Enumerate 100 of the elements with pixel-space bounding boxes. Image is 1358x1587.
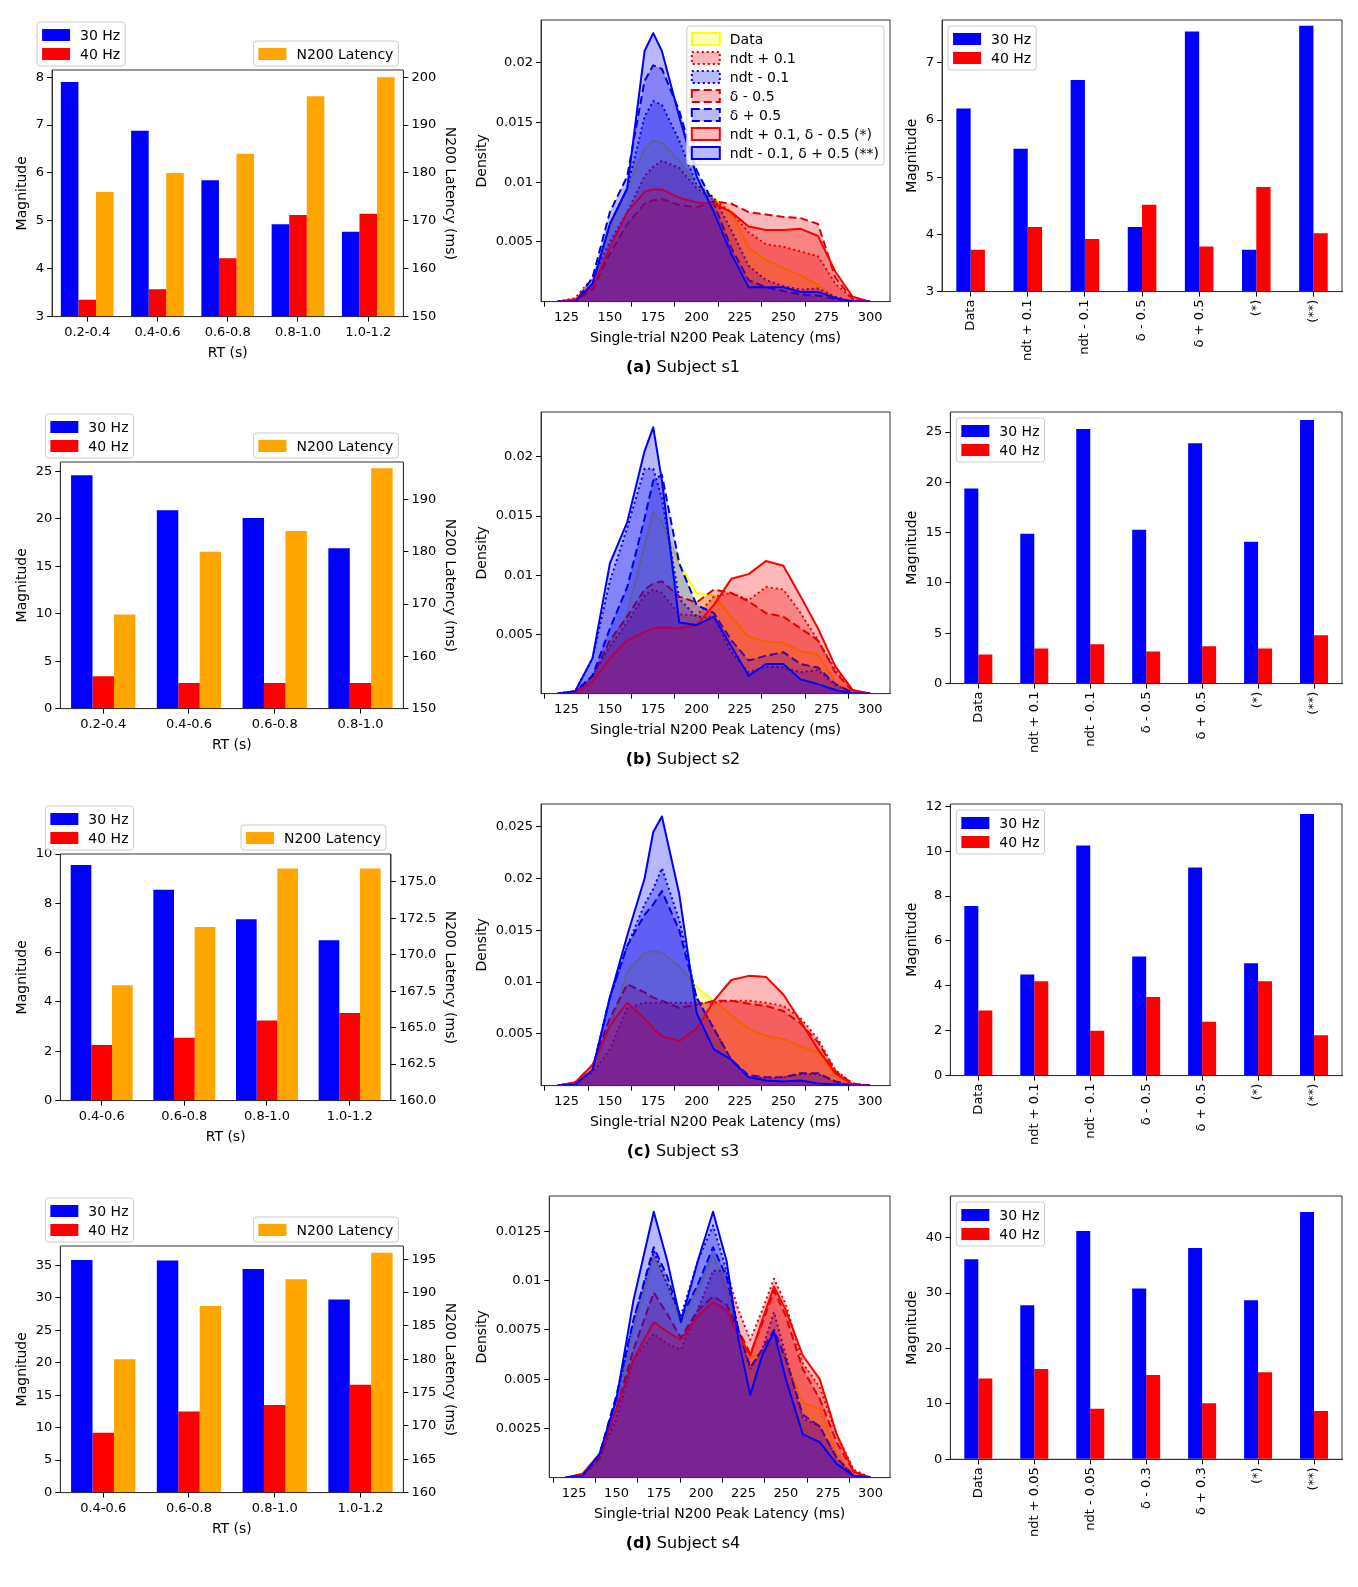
y-tick-label: 6: [35, 164, 45, 180]
y2-tick-label: 185: [411, 1317, 437, 1333]
bar: [1020, 974, 1035, 1076]
y-tick-label: 0.005: [495, 625, 534, 641]
y-axis-title: Magnitude: [903, 902, 920, 977]
y-axis-title: Density: [473, 526, 490, 580]
legend-label: ndt + 0.1, δ - 0.5 (*): [729, 125, 872, 142]
x-tick-label: (**): [1304, 299, 1320, 323]
legend-label: 40 Hz: [88, 829, 129, 846]
y-tick-label: 0.01: [504, 173, 534, 189]
y2-tick-label: 180: [411, 1350, 437, 1366]
x-axis-title: Single-trial N200 Peak Latency (ms): [594, 1505, 846, 1522]
y-tick-label: 0: [934, 1450, 943, 1466]
bar: [1090, 1408, 1105, 1459]
y-tick-label: 12: [925, 797, 943, 813]
y2-axis-title: N200 Latency (ms): [442, 1302, 459, 1436]
x-tick-label: 225: [727, 308, 753, 324]
y2-tick-label: 175.0: [398, 873, 437, 889]
y-axis-title: Magnitude: [13, 940, 30, 1015]
x-tick-label: 300: [858, 1484, 883, 1500]
y2-tick-label: 165.0: [398, 1019, 437, 1035]
x-tick-label: 250: [770, 1092, 796, 1108]
x-tick-label: 300: [857, 700, 883, 716]
y-tick-label: 10: [35, 1418, 53, 1434]
bar: [978, 1010, 993, 1076]
x-axis-title: RT (s): [211, 1520, 252, 1537]
y-tick-label: 0.015: [495, 921, 534, 937]
bar: [156, 510, 179, 709]
legend-label: 30 Hz: [991, 30, 1032, 47]
bar: [1244, 1300, 1259, 1459]
y2-tick-label: 180: [411, 543, 437, 559]
y-tick-label: 0.01: [512, 1272, 542, 1288]
legend-label: 40 Hz: [88, 437, 129, 454]
y2-tick-label: 167.5: [398, 982, 437, 998]
text: (b) Subject s2: [625, 749, 741, 768]
y-tick-label: 3: [35, 307, 45, 323]
y-axis-title: Magnitude: [13, 548, 30, 623]
bar: [1090, 644, 1105, 684]
y-tick-label: 0.025: [495, 818, 534, 834]
y2-tick-label: 170.0: [398, 946, 437, 962]
x-axis-title: Single-trial N200 Peak Latency (ms): [589, 721, 842, 738]
y-tick-label: 35: [35, 1256, 53, 1272]
x-tick-label: δ + 0.5: [1190, 299, 1206, 348]
y2-tick-label: 162.5: [398, 1055, 437, 1071]
y2-tick-label: 190: [411, 116, 437, 132]
bar: [1188, 443, 1203, 684]
y2-tick-label: 160: [411, 260, 437, 276]
bar: [1146, 997, 1161, 1076]
text: (a) Subject s1: [626, 357, 740, 376]
x-tick-label: 175: [646, 1484, 672, 1500]
bar: [1314, 635, 1329, 684]
y2-tick-label: 170: [411, 1417, 437, 1433]
x-tick-label: δ - 0.5: [1137, 1083, 1153, 1126]
bar: [1188, 1248, 1203, 1459]
x-tick-label: 0.8-1.0: [251, 1499, 298, 1515]
x-tick-label: (**): [1305, 1083, 1321, 1107]
x-tick-label: 1.0-1.2: [337, 1499, 384, 1515]
y-tick-label: 4: [925, 225, 935, 241]
y2-tick-label: 175: [411, 1384, 437, 1399]
x-tick-label: 0.8-1.0: [274, 323, 322, 339]
legend-label: 40 Hz: [88, 1221, 129, 1238]
y-tick-label: 0: [934, 1066, 943, 1082]
y-tick-label: 10: [35, 605, 53, 621]
y-tick-label: 6: [934, 932, 943, 948]
text: (d) Subject s4: [625, 1533, 741, 1552]
y-tick-label: 0.005: [495, 1025, 534, 1041]
x-tick-label: 0.6-0.8: [161, 1107, 208, 1123]
x-tick-label: ndt - 0.05: [1081, 1467, 1097, 1531]
legend-label: 30 Hz: [999, 1206, 1040, 1223]
y-tick-label: 0: [44, 1091, 53, 1107]
legend-label: 30 Hz: [88, 1202, 129, 1219]
x-tick-label: 0.2-0.4: [64, 323, 111, 339]
y-tick-label: 20: [35, 1354, 53, 1370]
text: (c) Subject s3: [626, 1141, 740, 1160]
x-tick-label: Data: [969, 1083, 985, 1115]
bar: [1076, 845, 1091, 1076]
y-tick-label: 0.0125: [495, 1222, 542, 1238]
bar: [1300, 1212, 1315, 1459]
bar: [1146, 651, 1161, 684]
x-tick-label: 250: [773, 1484, 799, 1500]
legend-label: 40 Hz: [999, 441, 1040, 458]
legend-label: 40 Hz: [999, 833, 1040, 850]
x-tick-label: δ + 0.5: [1193, 691, 1209, 740]
bar: [71, 1259, 93, 1493]
bar: [1258, 1372, 1273, 1459]
bar: [1076, 1230, 1091, 1459]
y2-axis-title: N200 Latency (ms): [442, 910, 459, 1044]
bar: [964, 906, 979, 1076]
legend-label: 40 Hz: [991, 49, 1032, 66]
y-tick-label: 2: [44, 1042, 53, 1058]
y-tick-label: 0: [934, 674, 943, 690]
bar: [236, 919, 257, 1101]
y-tick-label: 0.01: [504, 566, 534, 582]
y-tick-label: 8: [35, 68, 45, 84]
legend-label: 40 Hz: [80, 45, 121, 62]
legend-label: δ + 0.5: [729, 106, 782, 123]
bar: [1202, 1021, 1217, 1076]
bar: [178, 682, 200, 709]
bar: [1132, 1288, 1147, 1459]
y-tick-label: 5: [44, 1451, 53, 1467]
